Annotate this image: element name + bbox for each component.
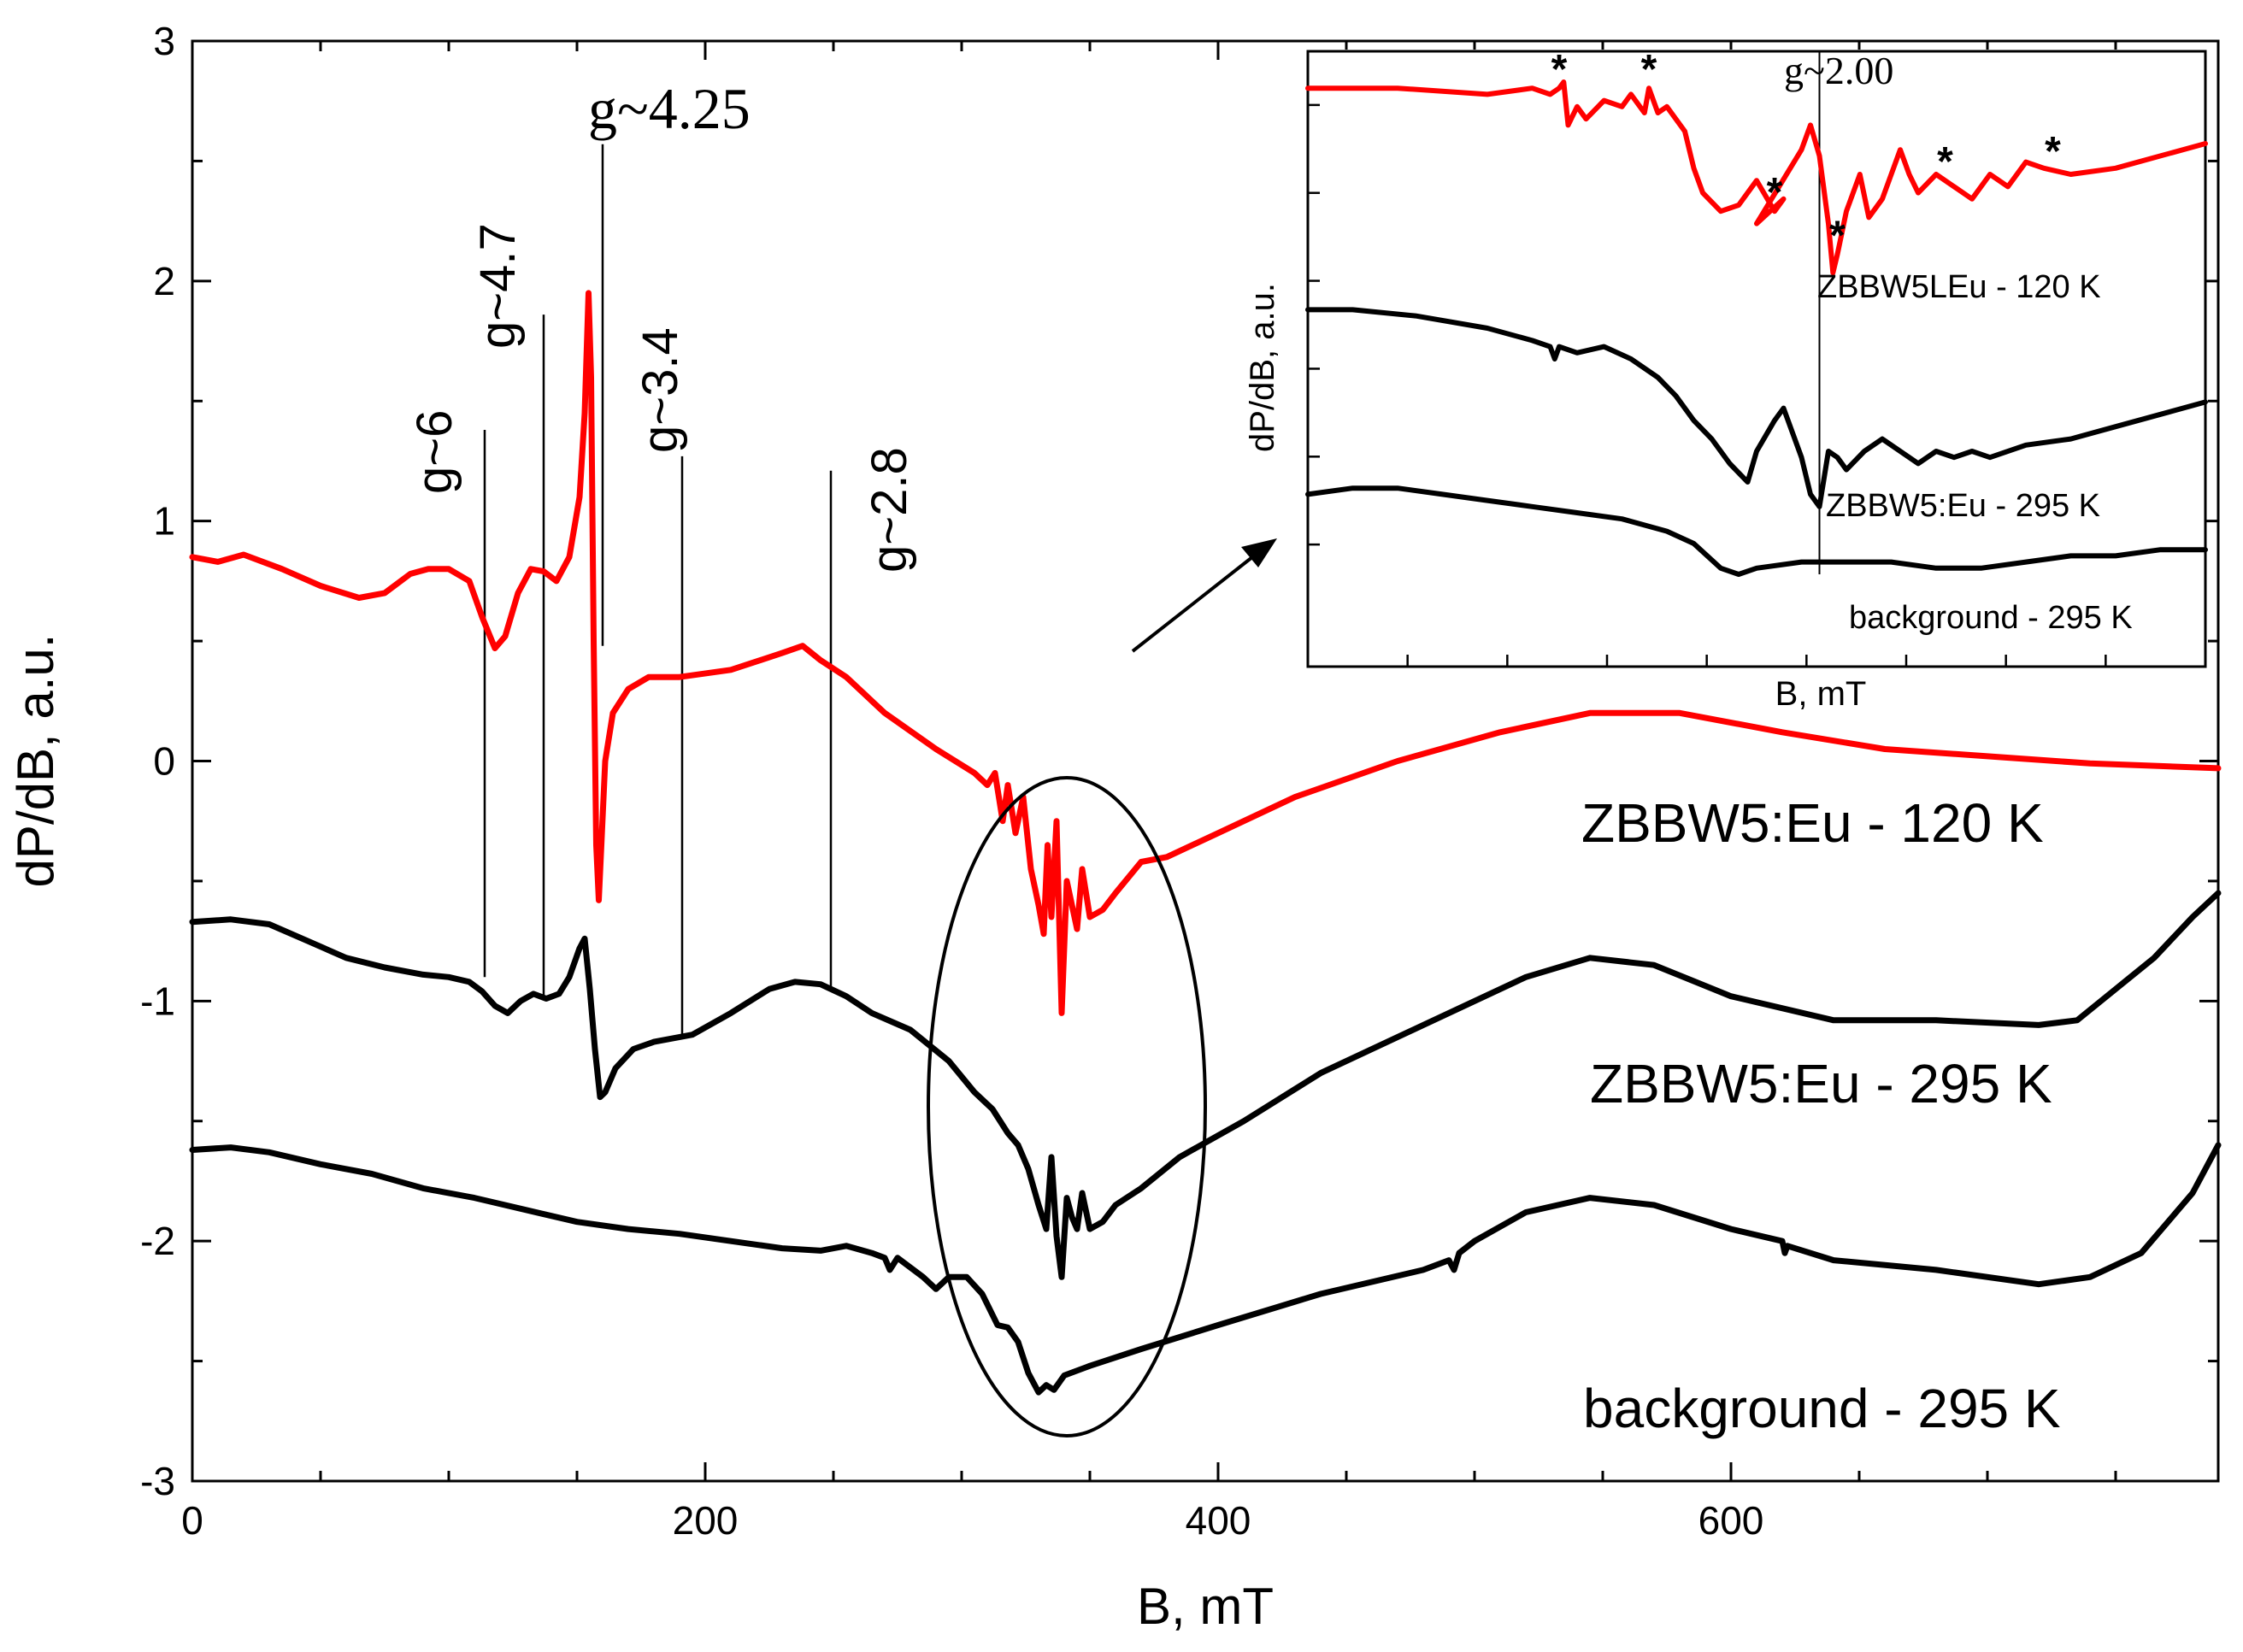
inset-arrow-shaft [1131,552,1258,653]
annotation-g3-4: g~3.4 [633,327,688,453]
annotation-g4-7: g~4.7 [470,223,526,349]
curve-label-background: background - 295 K [1583,1378,2061,1439]
inset-arrow-head [1241,538,1277,567]
y-tick-label: 2 [153,259,175,303]
inset-annotation-g2-00: g~2.00 [1784,49,1893,92]
inset-asterisk: * [1641,47,1657,92]
x-tick-label: 0 [181,1498,203,1543]
annotation-g2-8: g~2.8 [862,447,917,573]
main-y-axis-label: dP/dB, a.u. [7,634,64,888]
x-tick-label: 600 [1698,1498,1764,1543]
y-tick-label: -1 [140,979,175,1023]
y-tick-label: -2 [140,1219,175,1263]
series-line-1 [189,890,2222,1280]
inset-curve-label-120k: ZBBW5LEu - 120 K [1817,269,2101,305]
inset-plot-frame [1306,50,2207,668]
inset-curve-label-background: background - 295 K [1849,600,2133,636]
x-tick-label: 400 [1186,1498,1251,1543]
highlight-ellipse [927,776,1207,1437]
y-tick-label: 3 [153,19,175,63]
x-tick-label: 200 [673,1498,739,1543]
y-tick-label: -3 [140,1459,175,1503]
series-line-0 [189,290,2222,1016]
annotation-g4-25: g~4.25 [588,76,751,141]
series-line-2 [189,1142,2222,1396]
inset-series-line-1 [1305,307,2208,509]
inset-series-line-0 [1305,79,2208,276]
main-x-axis-label: B, mT [1137,1578,1274,1635]
main-x-axis: 0 200 400 600 [181,41,2117,1543]
inset-asterisk: * [2045,129,2061,174]
curve-label-120k: ZBBW5:Eu - 120 K [1581,792,2044,854]
inset-asterisk: * [1767,170,1783,215]
annotation-g6: g~6 [407,410,462,494]
inset-series-line-2 [1305,485,2208,577]
main-series-group [189,290,2222,1396]
inset-asterisk-group: * * * * * * [1551,47,2062,258]
inset-x-axis-label: B, mT [1775,675,1867,713]
curve-label-295k: ZBBW5:Eu - 295 K [1590,1053,2052,1114]
inset-y-axis-label: dP/dB, a.u. [1244,283,1281,452]
inset-asterisk: * [1937,139,1953,185]
y-tick-label: 0 [153,739,175,784]
y-tick-label: 1 [153,499,175,544]
inset-asterisk: * [1829,214,1846,259]
inset-asterisk: * [1551,47,1568,92]
inset-axes [1308,103,2107,667]
inset-series-group [1305,79,2208,577]
main-y-axis: -3 -2 -1 0 1 2 3 [140,19,2218,1503]
inset-curve-label-295k: ZBBW5:Eu - 295 K [1826,488,2100,524]
g-factor-markers [483,144,833,1035]
